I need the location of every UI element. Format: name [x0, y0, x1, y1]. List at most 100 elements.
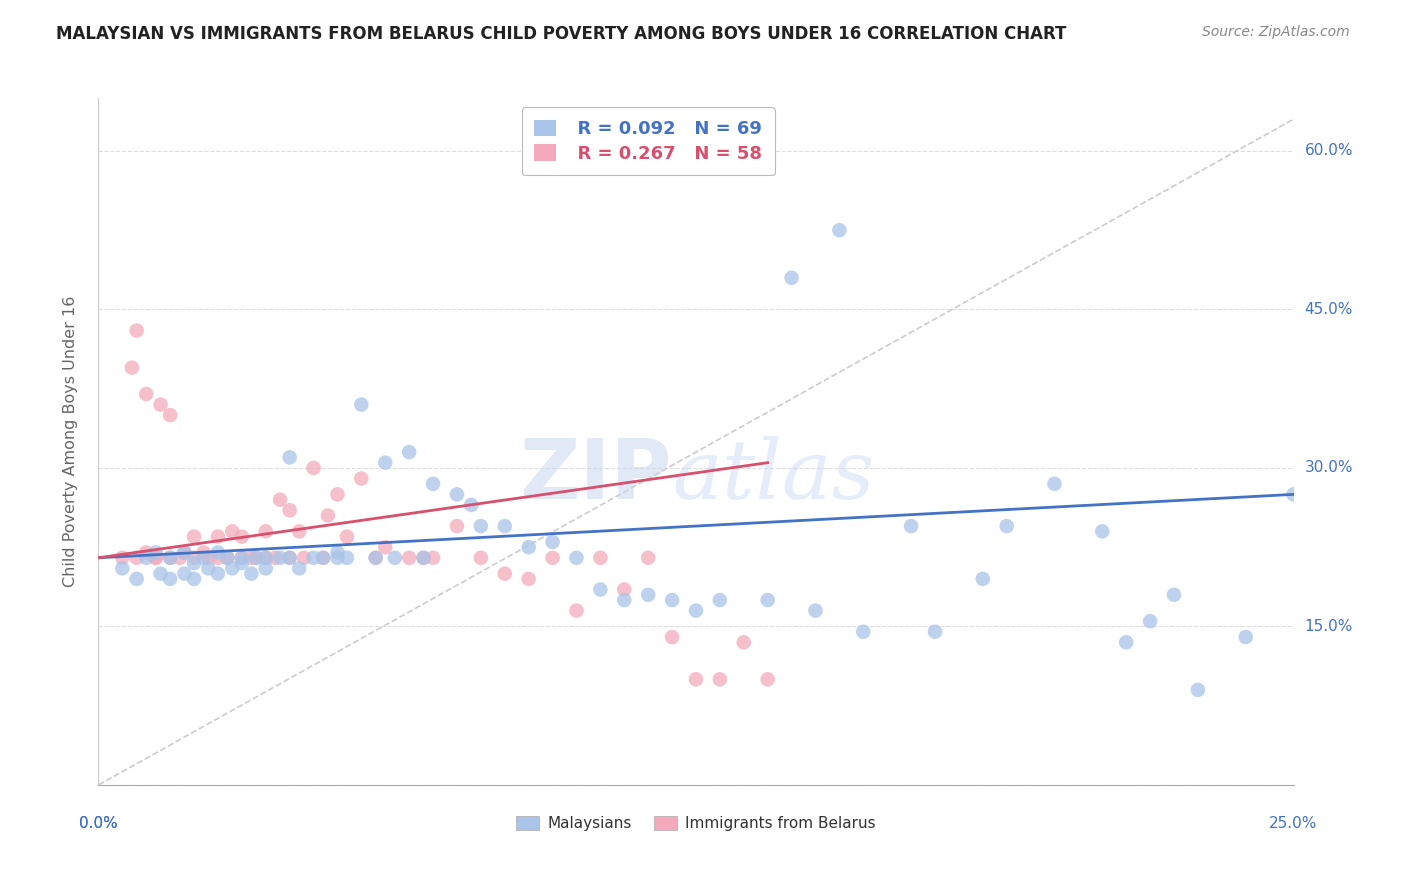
Point [231, 530, 253, 544]
Point [398, 445, 420, 459]
Point [685, 604, 707, 618]
Point [312, 550, 335, 565]
Point [278, 550, 301, 565]
Point [111, 550, 134, 565]
Point [135, 387, 157, 401]
Point [709, 593, 731, 607]
Point [316, 508, 339, 523]
Point [231, 550, 253, 565]
Y-axis label: Child Poverty Among Boys Under 16: Child Poverty Among Boys Under 16 [63, 296, 77, 587]
Point [1187, 682, 1209, 697]
Point [207, 550, 229, 565]
Point [412, 550, 434, 565]
Point [240, 566, 263, 581]
Point [278, 450, 301, 465]
Point [470, 550, 492, 565]
Point [135, 545, 157, 559]
Text: MALAYSIAN VS IMMIGRANTS FROM BELARUS CHILD POVERTY AMONG BOYS UNDER 16 CORRELATI: MALAYSIAN VS IMMIGRANTS FROM BELARUS CHI… [56, 25, 1067, 43]
Point [302, 550, 325, 565]
Point [221, 524, 243, 539]
Point [517, 572, 540, 586]
Point [494, 566, 516, 581]
Text: 15.0%: 15.0% [1305, 619, 1353, 634]
Point [125, 550, 148, 565]
Point [173, 566, 195, 581]
Point [924, 624, 946, 639]
Point [565, 550, 588, 565]
Point [278, 550, 301, 565]
Point [217, 550, 239, 565]
Point [422, 550, 444, 565]
Point [470, 519, 492, 533]
Point [541, 535, 564, 549]
Point [207, 530, 229, 544]
Point [197, 550, 219, 565]
Point [125, 572, 148, 586]
Point [207, 566, 229, 581]
Point [780, 270, 803, 285]
Point [326, 487, 349, 501]
Point [173, 545, 195, 559]
Point [541, 550, 564, 565]
Point [221, 561, 243, 575]
Point [995, 519, 1018, 533]
Point [288, 524, 311, 539]
Point [240, 550, 263, 565]
Point [254, 561, 277, 575]
Point [288, 561, 311, 575]
Text: 0.0%: 0.0% [79, 815, 118, 830]
Point [245, 550, 267, 565]
Point [183, 556, 205, 570]
Point [145, 545, 167, 559]
Point [756, 593, 779, 607]
Point [183, 572, 205, 586]
Point [292, 550, 315, 565]
Point [231, 556, 253, 570]
Point [149, 398, 172, 412]
Point [446, 519, 468, 533]
Point [135, 550, 157, 565]
Point [193, 545, 215, 559]
Point [231, 550, 253, 565]
Point [364, 550, 387, 565]
Point [1091, 524, 1114, 539]
Point [374, 456, 396, 470]
Point [269, 550, 291, 565]
Point [900, 519, 922, 533]
Point [217, 550, 239, 565]
Text: atlas: atlas [672, 436, 875, 516]
Point [565, 604, 588, 618]
Text: 30.0%: 30.0% [1305, 460, 1353, 475]
Point [159, 408, 181, 422]
Point [637, 588, 659, 602]
Text: Source: ZipAtlas.com: Source: ZipAtlas.com [1202, 25, 1350, 39]
Point [111, 561, 134, 575]
Legend: Malaysians, Immigrants from Belarus: Malaysians, Immigrants from Belarus [509, 809, 883, 839]
Point [374, 540, 396, 554]
Point [589, 550, 612, 565]
Point [254, 550, 277, 565]
Point [422, 476, 444, 491]
Point [159, 550, 181, 565]
Point [312, 550, 335, 565]
Point [804, 604, 827, 618]
Point [173, 545, 195, 559]
Point [326, 545, 349, 559]
Point [1234, 630, 1257, 644]
Point [733, 635, 755, 649]
Point [1139, 614, 1161, 628]
Point [661, 593, 683, 607]
Point [756, 673, 779, 687]
Point [336, 550, 359, 565]
Point [145, 550, 167, 565]
Point [264, 550, 287, 565]
Text: ZIP: ZIP [520, 435, 672, 516]
Point [828, 223, 851, 237]
Point [494, 519, 516, 533]
Point [517, 540, 540, 554]
Text: 60.0%: 60.0% [1305, 144, 1353, 159]
Point [125, 324, 148, 338]
Text: 25.0%: 25.0% [1270, 815, 1317, 830]
Point [145, 550, 167, 565]
Point [183, 530, 205, 544]
